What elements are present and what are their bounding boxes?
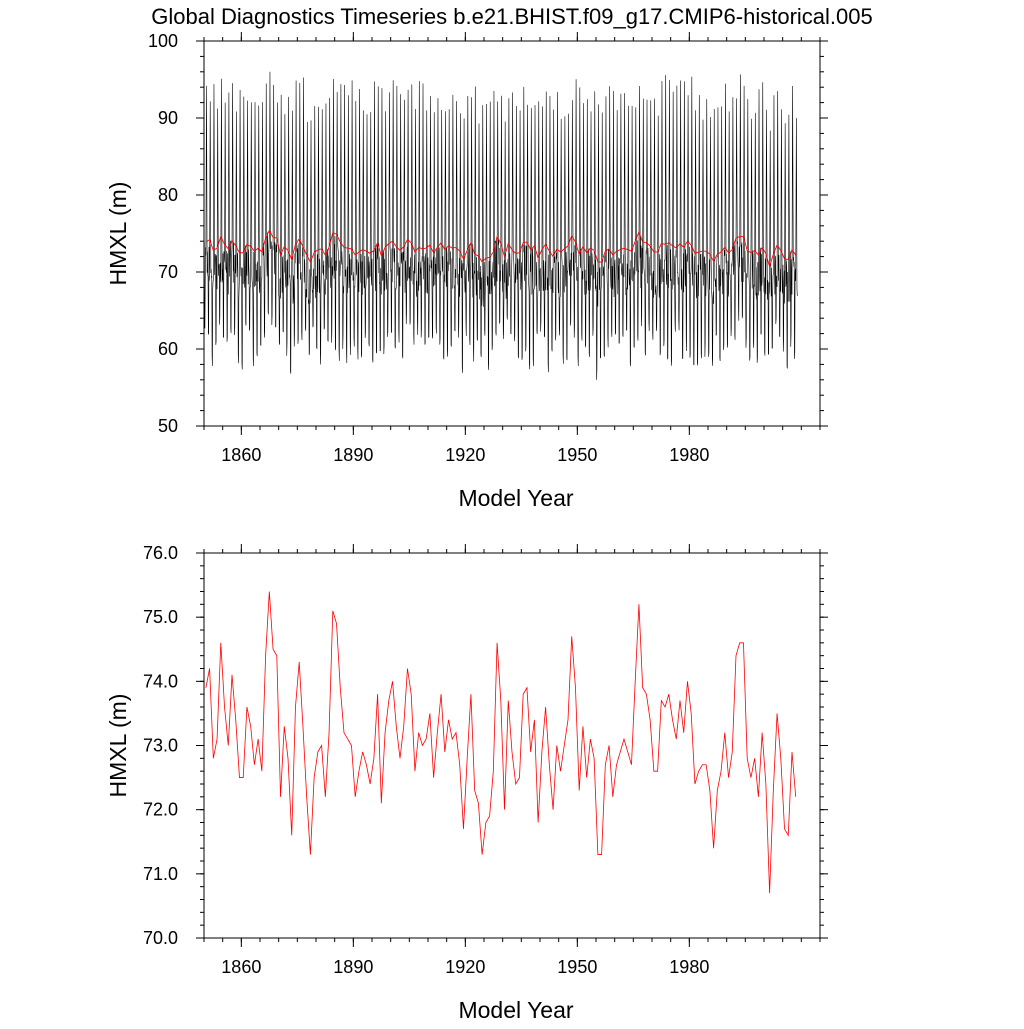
top-panel: 50 60 70 80 90 100 1860 1890 1920 1950 1980 Model Y… (105, 31, 828, 511)
top-y-tick-label: 80 (158, 185, 178, 205)
top-x-tick-label: 1860 (221, 445, 261, 465)
top-y-axis-label: HMXL (m) (105, 182, 131, 286)
bottom-x-tick-label: 1920 (445, 957, 485, 977)
bottom-y-tick-label: 75.0 (143, 607, 178, 627)
bottom-x-tick-label: 1890 (333, 957, 373, 977)
bottom-y-tick-label: 74.0 (143, 671, 178, 691)
bottom-y-tick-label: 72.0 (143, 800, 178, 820)
bottom-x-tick-label: 1860 (221, 957, 261, 977)
figure-title: Global Diagnostics Timeseries b.e21.BHIS… (151, 4, 872, 29)
bottom-y-tick-label: 76.0 (143, 543, 178, 563)
bottom-x-axis-label: Model Year (458, 997, 573, 1023)
top-y-tick-label: 70 (158, 262, 178, 282)
top-y-tick-label: 50 (158, 416, 178, 436)
monthly-series-line (203, 71, 798, 380)
bottom-x-tick-label: 1950 (557, 957, 597, 977)
top-x-tick-label: 1890 (333, 445, 373, 465)
bottom-y-tick-label: 73.0 (143, 736, 178, 756)
top-y-tick-label: 60 (158, 339, 178, 359)
bottom-panel: 70.0 71.0 72.0 73.0 74.0 75.0 76.0 1860 1890 1920… (105, 543, 828, 1023)
top-x-tick-label: 1950 (557, 445, 597, 465)
annual-mean-series-line (205, 229, 797, 269)
bottom-y-tick-label: 71.0 (143, 864, 178, 884)
top-x-tick-label: 1920 (445, 445, 485, 465)
top-y-tick-label: 90 (158, 108, 178, 128)
top-x-axis-label: Model Year (458, 485, 573, 511)
bottom-y-axis-label: HMXL (m) (105, 694, 131, 798)
bottom-y-tick-label: 70.0 (143, 928, 178, 948)
top-x-tick-label: 1980 (669, 445, 709, 465)
top-y-tick-label: 100 (148, 31, 178, 51)
bottom-plot-frame (203, 552, 821, 939)
annual-mean-series-line (205, 591, 797, 894)
top-plot-frame (203, 40, 821, 427)
bottom-x-tick-label: 1980 (669, 957, 709, 977)
